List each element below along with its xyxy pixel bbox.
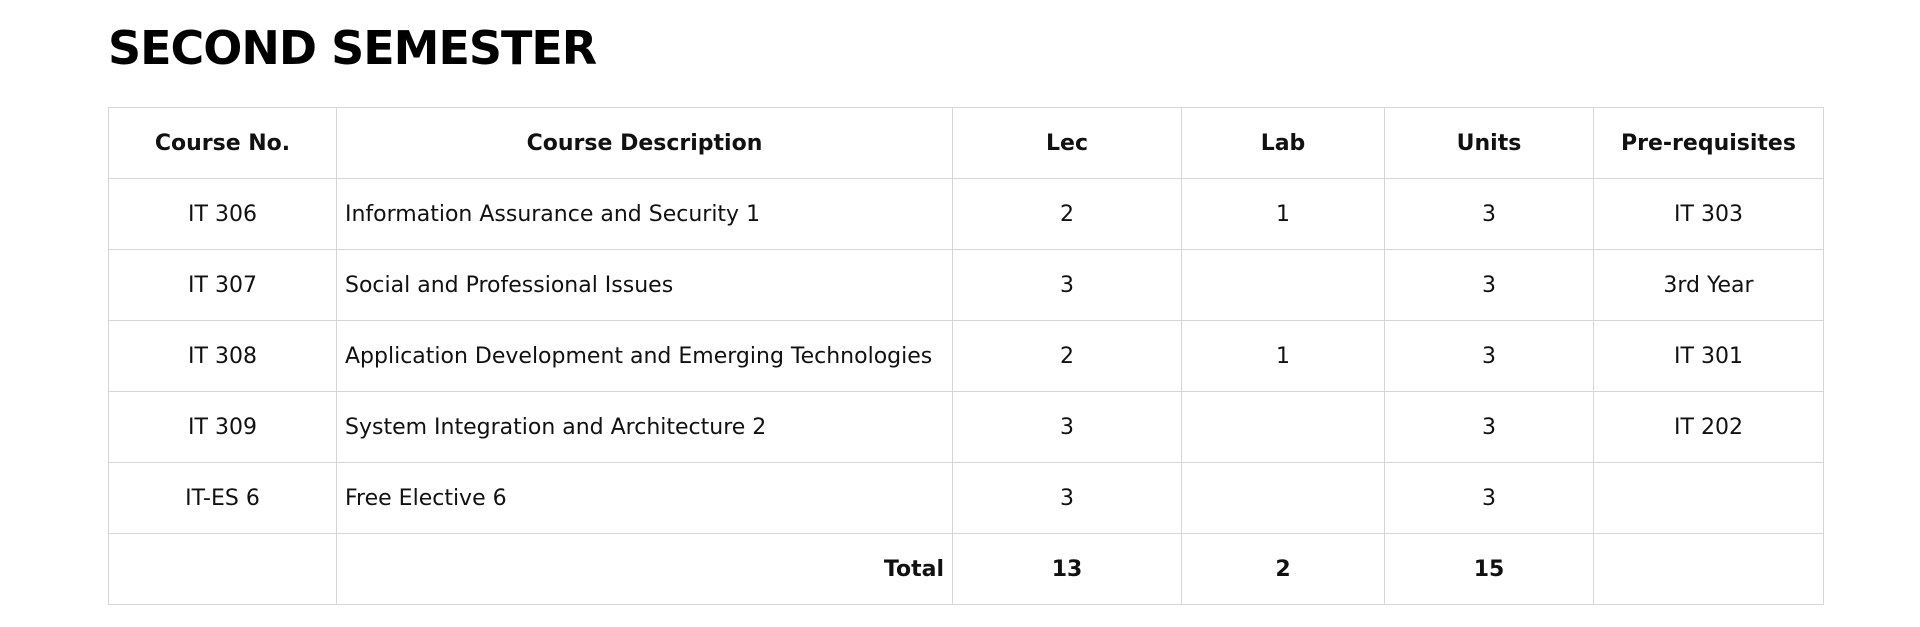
cell-prerequisites: IT 303 [1593,178,1824,250]
cell-units: 3 [1384,178,1594,250]
cell-course-no: IT 309 [108,391,337,463]
total-blank-cell [108,533,337,605]
page-title: SECOND SEMESTER [108,21,597,75]
cell-lab: 1 [1181,320,1385,392]
cell-lec: 3 [952,462,1182,534]
table-row: IT-ES 6 Free Elective 6 3 3 [108,462,1824,534]
cell-description: System Integration and Architecture 2 [336,391,953,463]
cell-description: Application Development and Emerging Tec… [336,320,953,392]
cell-description: Information Assurance and Security 1 [336,178,953,250]
cell-prerequisites: 3rd Year [1593,249,1824,321]
table-row: IT 309 System Integration and Architectu… [108,391,1824,463]
cell-lec: 2 [952,320,1182,392]
total-lab: 2 [1181,533,1385,605]
header-lab: Lab [1181,107,1385,179]
cell-course-no: IT-ES 6 [108,462,337,534]
total-lec: 13 [952,533,1182,605]
header-prerequisites: Pre-requisites [1593,107,1824,179]
total-units: 15 [1384,533,1594,605]
curriculum-table: Course No. Course Description Lec Lab Un… [108,107,1824,605]
cell-lec: 2 [952,178,1182,250]
cell-prerequisites: IT 202 [1593,391,1824,463]
table-row: IT 308 Application Development and Emerg… [108,320,1824,392]
header-course-no: Course No. [108,107,337,179]
total-label: Total [336,533,953,605]
table-row: IT 307 Social and Professional Issues 3 … [108,249,1824,321]
header-course-description: Course Description [336,107,953,179]
header-units: Units [1384,107,1594,179]
cell-description: Social and Professional Issues [336,249,953,321]
cell-units: 3 [1384,320,1594,392]
cell-lec: 3 [952,391,1182,463]
cell-lab: 1 [1181,178,1385,250]
total-row: Total 13 2 15 [108,533,1824,605]
cell-course-no: IT 308 [108,320,337,392]
cell-prerequisites: IT 301 [1593,320,1824,392]
cell-lec: 3 [952,249,1182,321]
cell-course-no: IT 307 [108,249,337,321]
total-prerequisites-blank [1593,533,1824,605]
cell-lab [1181,249,1385,321]
cell-lab [1181,391,1385,463]
cell-units: 3 [1384,462,1594,534]
cell-description: Free Elective 6 [336,462,953,534]
cell-units: 3 [1384,249,1594,321]
table-row: IT 306 Information Assurance and Securit… [108,178,1824,250]
cell-prerequisites [1593,462,1824,534]
header-lec: Lec [952,107,1182,179]
cell-lab [1181,462,1385,534]
cell-units: 3 [1384,391,1594,463]
table-header-row: Course No. Course Description Lec Lab Un… [108,107,1824,179]
cell-course-no: IT 306 [108,178,337,250]
